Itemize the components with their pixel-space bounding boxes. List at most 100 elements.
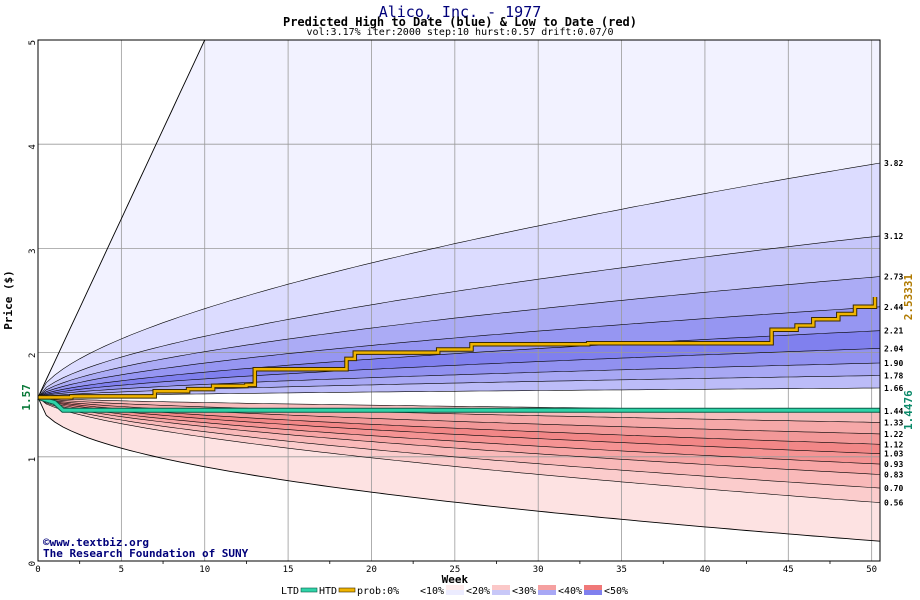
ltd-value-label: 1.4476 (902, 390, 915, 430)
quantile-line (37, 306, 881, 398)
high-band (38, 163, 880, 398)
legend-htd-swatch (338, 587, 356, 593)
high-quantile-label: 1.90 (884, 359, 903, 368)
chart-subtitle: Predicted High to Date (blue) & Low to D… (282, 15, 637, 29)
low-quantile-label: 0.70 (884, 484, 903, 493)
x-tick-label: 30 (533, 565, 544, 575)
legend-prob-bucket-label: <50% (604, 586, 628, 597)
low-quantile-label: 1.22 (884, 430, 903, 439)
high-band (38, 235, 880, 398)
y-tick-label: 3 (28, 248, 38, 253)
start-price-label: 1.57 (20, 384, 33, 411)
quantile-line (37, 397, 881, 454)
x-tick-label: 45 (783, 565, 794, 575)
low-band (38, 397, 880, 454)
legend-prob-swatch-blue (584, 590, 602, 595)
legend-ltd-swatch (300, 587, 318, 593)
legend-prob-swatch-red (400, 585, 418, 590)
legend-prob-bucket-label: <10% (420, 586, 444, 597)
high-band (38, 330, 880, 398)
legend-prob-swatch-red (538, 585, 556, 590)
htd-value-label: 2.53331 (902, 273, 915, 320)
legend-prob-swatch-red (492, 585, 510, 590)
credit-organization: The Research Foundation of SUNY (43, 547, 249, 560)
legend-prob-swatch-red (446, 585, 464, 590)
high-quantile-label: 2.21 (884, 327, 903, 336)
quantile-line (37, 235, 881, 398)
htd-line (38, 297, 877, 399)
high-band (38, 375, 880, 398)
legend-prob-swatch-blue (446, 590, 464, 595)
x-tick-label: 50 (866, 565, 877, 575)
high-quantile-label: 1.78 (884, 372, 903, 381)
x-tick-label: 0 (35, 565, 40, 575)
y-tick-label: 1 (28, 457, 38, 462)
low-band (38, 397, 880, 489)
low-quantile-label: 1.44 (884, 407, 903, 416)
chart-parameters: vol:3.17% iter:2000 step:10 hurst:0.57 d… (306, 27, 614, 38)
high-quantile-label: 3.82 (884, 159, 903, 168)
legend-prob-swatch-red (584, 585, 602, 590)
x-tick-label: 5 (119, 565, 124, 575)
x-tick-label: 35 (616, 565, 627, 575)
quantile-line (37, 397, 881, 503)
quantile-line (37, 330, 881, 398)
low-quantile-label: 1.33 (884, 418, 903, 427)
ltd-line (37, 395, 880, 412)
low-band (38, 397, 880, 475)
quantile-line (37, 162, 881, 398)
low-band (38, 397, 880, 503)
quantile-line (37, 348, 881, 398)
quantile-line (37, 397, 881, 465)
y-axis-label: Price ($) (2, 270, 15, 330)
x-tick-label: 10 (199, 565, 210, 575)
high-band (38, 348, 880, 398)
low-band (38, 397, 880, 445)
x-axis-label: Week (442, 573, 469, 586)
min-envelope-line (37, 397, 881, 542)
legend-prob-bucket-label: <40% (558, 586, 582, 597)
high-band-outer (38, 40, 880, 398)
legend-prob-swatch-blue (492, 590, 510, 595)
low-quantile-label: 0.83 (884, 471, 903, 480)
quantile-line (37, 397, 881, 423)
high-band (38, 306, 880, 398)
high-quantile-label: 3.12 (884, 232, 903, 241)
y-tick-label: 5 (28, 40, 38, 45)
x-tick-label: 15 (283, 565, 294, 575)
low-band-outer (38, 397, 880, 542)
low-band (38, 397, 880, 465)
y-tick-label: 4 (28, 144, 38, 149)
y-tick-label: 0 (28, 561, 38, 566)
low-quantile-label: 0.93 (884, 460, 903, 469)
high-quantile-label: 1.66 (884, 384, 903, 393)
low-quantile-label: 1.03 (884, 450, 903, 459)
low-quantile-label: 1.12 (884, 440, 903, 449)
x-tick-label: 40 (700, 565, 711, 575)
credit-website: ©www.textbiz.org (43, 536, 149, 549)
quantile-line (37, 276, 881, 398)
x-tick-label: 25 (449, 565, 460, 575)
chart-title: Alico, Inc. - 1977 (378, 3, 542, 21)
legend-prob-label: prob:0% (357, 586, 399, 597)
low-band (38, 397, 880, 434)
quantile-line (37, 387, 881, 398)
quantile-line (37, 397, 881, 475)
high-quantile-label: 2.04 (884, 344, 903, 353)
x-tick-label: 20 (366, 565, 377, 575)
high-band (38, 363, 880, 398)
quantile-line (37, 397, 881, 489)
legend-prob-bucket-label: <30% (512, 586, 536, 597)
legend-prob-bucket-label: <20% (466, 586, 490, 597)
high-band (38, 276, 880, 398)
high-quantile-label: 2.73 (884, 273, 903, 282)
quantile-line (37, 397, 881, 445)
plot-border (37, 39, 881, 562)
legend-prob-swatch-blue (538, 590, 556, 595)
y-tick-label: 2 (28, 353, 38, 358)
quantile-line (37, 362, 881, 398)
legend-prob-swatch-blue (400, 590, 418, 595)
high-quantile-label: 2.44 (884, 303, 903, 312)
legend-htd-label: HTD (319, 586, 337, 597)
